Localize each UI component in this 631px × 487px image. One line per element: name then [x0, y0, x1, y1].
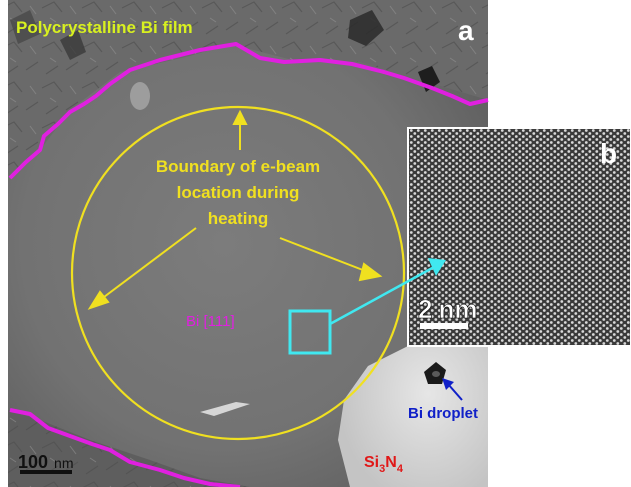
- ebeam-boundary-circle: [70, 105, 406, 441]
- annotation-line-3: heating: [208, 209, 268, 228]
- panel-b-lattice-image: [407, 127, 631, 347]
- substrate-label: Si3N4: [364, 454, 404, 475]
- roi-arrow: [329, 258, 446, 326]
- panel-b-letter: b: [600, 138, 617, 169]
- droplet-arrow: [442, 378, 463, 401]
- ebeam-annotation: Boundary of e-beam location during heati…: [156, 157, 320, 228]
- panel-a-title: Polycrystalline Bi film: [16, 18, 193, 37]
- scale-bar-b: [420, 323, 468, 329]
- scale-bar-b-label: 2 nm: [418, 294, 477, 324]
- annotation-arrows: [87, 109, 383, 310]
- grain-boundary-top: [8, 42, 489, 180]
- panel-a-letter: a: [458, 15, 474, 46]
- roi-box: [288, 309, 332, 355]
- orientation-label: Bi [111]: [186, 313, 235, 330]
- scale-bar-a: [20, 470, 72, 474]
- annotation-line-2: location during: [177, 183, 300, 202]
- annotation-line-1: Boundary of e-beam: [156, 157, 320, 176]
- scale-bar-a-label: 100 nm: [18, 452, 74, 472]
- droplet-label: Bi droplet: [408, 405, 478, 422]
- grain-boundary-bottom: [9, 408, 241, 487]
